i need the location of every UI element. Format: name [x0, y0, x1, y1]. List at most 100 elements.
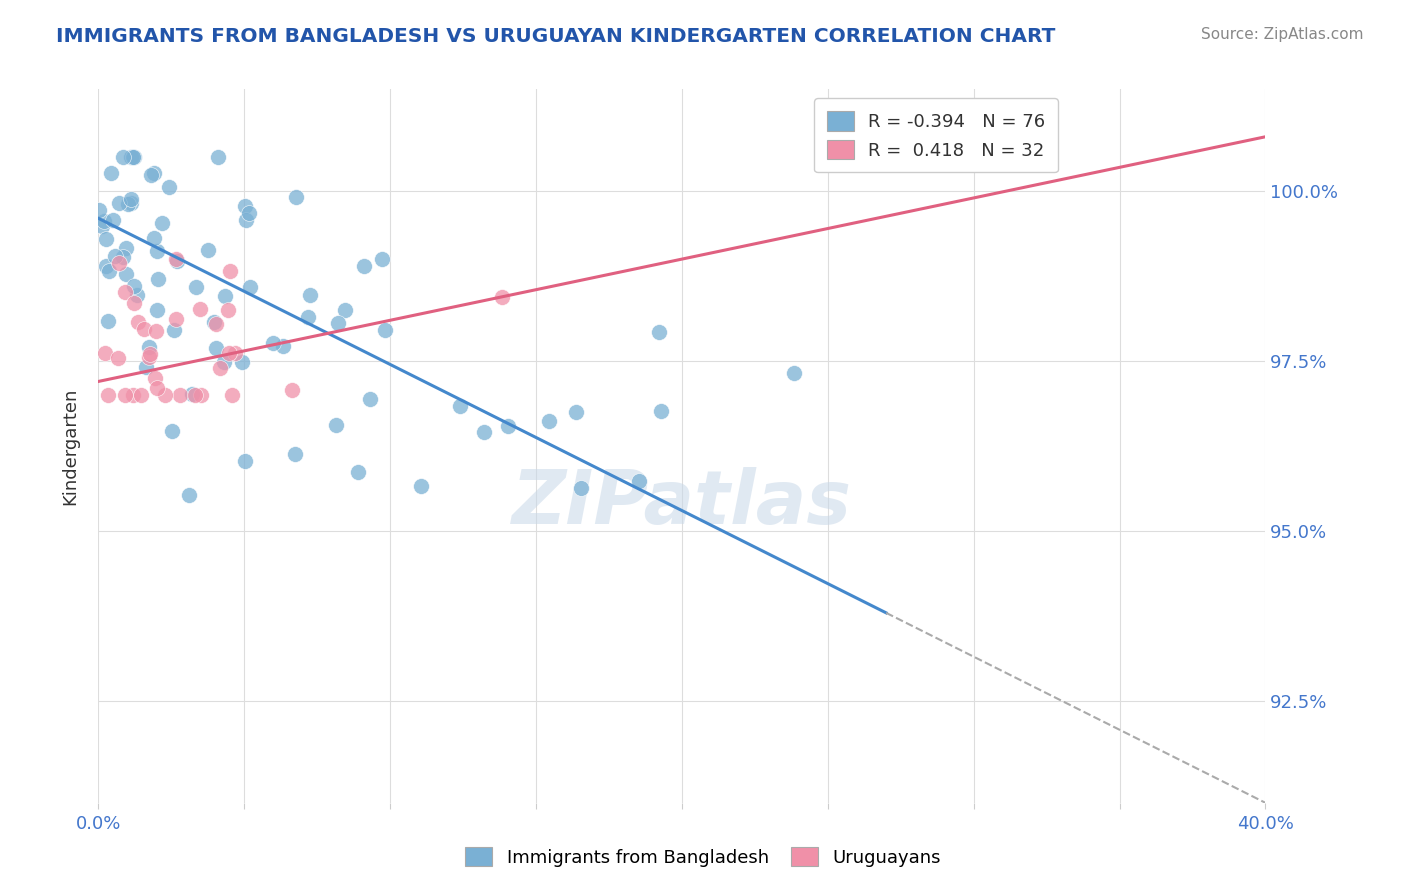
Point: [146, 381, 169, 395]
Point: [197, 243, 219, 257]
Point: [180, 387, 202, 401]
Point: [155, 388, 177, 402]
Point: [783, 366, 806, 380]
Point: [239, 279, 262, 293]
Point: [233, 198, 256, 212]
Point: [224, 346, 246, 360]
Point: [120, 192, 142, 206]
Point: [628, 474, 651, 488]
Point: [157, 180, 180, 194]
Point: [141, 168, 163, 182]
Point: [205, 341, 228, 355]
Point: [148, 271, 170, 285]
Point: [111, 250, 134, 264]
Point: [202, 315, 225, 329]
Point: [89, 202, 111, 217]
Point: [111, 150, 134, 164]
Point: [370, 252, 392, 267]
Point: [262, 335, 284, 350]
Point: [142, 166, 165, 180]
Point: [207, 150, 229, 164]
Text: ZIPatlas: ZIPatlas: [512, 467, 852, 540]
Point: [150, 216, 173, 230]
Point: [108, 195, 131, 210]
Point: [108, 256, 131, 270]
Point: [184, 279, 207, 293]
Point: [125, 287, 148, 301]
Point: [165, 311, 187, 326]
Legend: Immigrants from Bangladesh, Uruguayans: Immigrants from Bangladesh, Uruguayans: [458, 840, 948, 874]
Point: [218, 345, 240, 359]
Point: [205, 317, 228, 331]
Point: [138, 351, 160, 365]
Point: [209, 361, 232, 376]
Point: [298, 288, 321, 302]
Point: [219, 264, 242, 278]
Point: [94, 232, 117, 246]
Point: [98, 263, 121, 277]
Point: [104, 248, 127, 262]
Text: IMMIGRANTS FROM BANGLADESH VS URUGUAYAN KINDERGARTEN CORRELATION CHART: IMMIGRANTS FROM BANGLADESH VS URUGUAYAN …: [56, 27, 1056, 45]
Point: [472, 425, 495, 439]
Point: [284, 447, 307, 461]
Point: [145, 302, 167, 317]
Point: [131, 388, 153, 402]
Text: 0.0%: 0.0%: [76, 815, 121, 833]
Point: [122, 150, 145, 164]
Legend: R = -0.394   N = 76, R =  0.418   N = 32: R = -0.394 N = 76, R = 0.418 N = 32: [814, 98, 1057, 172]
Point: [134, 322, 156, 336]
Point: [537, 414, 560, 428]
Point: [165, 252, 187, 266]
Point: [169, 388, 191, 402]
Point: [325, 417, 347, 432]
Point: [184, 388, 207, 402]
Point: [238, 205, 260, 219]
Point: [163, 323, 186, 337]
Point: [179, 488, 201, 502]
Point: [496, 418, 519, 433]
Point: [139, 347, 162, 361]
Point: [648, 326, 671, 340]
Point: [231, 355, 253, 369]
Y-axis label: Kindergarten: Kindergarten: [62, 387, 80, 505]
Point: [214, 289, 236, 303]
Point: [235, 213, 257, 227]
Point: [188, 302, 211, 317]
Point: [138, 340, 160, 354]
Point: [120, 195, 142, 210]
Point: [114, 388, 136, 402]
Text: 40.0%: 40.0%: [1237, 815, 1294, 833]
Point: [122, 279, 145, 293]
Point: [121, 388, 143, 402]
Point: [411, 478, 433, 492]
Point: [114, 241, 136, 255]
Point: [166, 254, 188, 268]
Point: [297, 310, 319, 325]
Point: [114, 285, 136, 300]
Point: [190, 388, 212, 402]
Point: [145, 325, 167, 339]
Point: [93, 346, 115, 360]
Point: [221, 388, 243, 402]
Point: [93, 213, 115, 227]
Point: [122, 150, 145, 164]
Point: [135, 360, 157, 375]
Point: [326, 316, 349, 330]
Point: [212, 354, 235, 368]
Point: [374, 323, 396, 337]
Point: [127, 315, 149, 329]
Point: [90, 219, 112, 234]
Point: [335, 303, 357, 318]
Point: [281, 384, 304, 398]
Point: [94, 260, 117, 274]
Point: [145, 244, 167, 258]
Point: [107, 351, 129, 365]
Point: [491, 290, 513, 304]
Point: [353, 259, 375, 273]
Point: [564, 405, 586, 419]
Point: [143, 371, 166, 385]
Point: [117, 197, 139, 211]
Point: [160, 424, 183, 438]
Point: [273, 338, 295, 352]
Point: [359, 392, 381, 406]
